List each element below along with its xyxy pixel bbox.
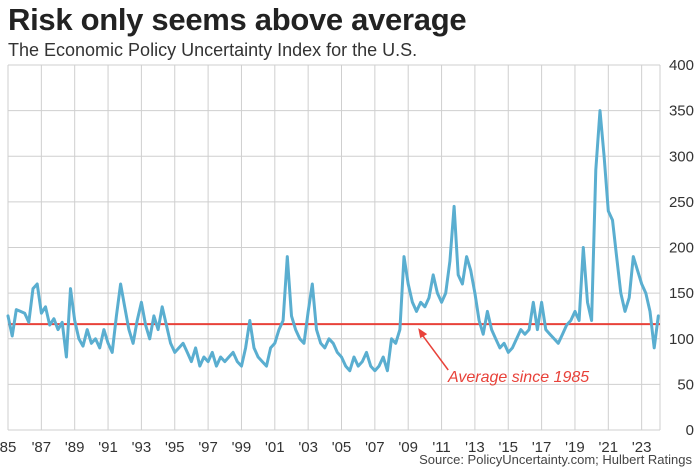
x-tick-label: '09 [398,439,418,456]
x-tick-label: '15 [498,439,518,456]
y-tick-label: 300 [669,148,694,165]
average-arrowhead [418,328,428,339]
y-tick-label: 250 [669,194,694,211]
y-tick-label: 150 [669,285,694,302]
x-tick-label: '91 [98,439,118,456]
x-tick-label: '95 [165,439,185,456]
y-tick-label: 200 [669,240,694,257]
x-tick-label: '19 [565,439,585,456]
x-tick-label: '07 [365,439,385,456]
y-tick-label: 100 [669,331,694,348]
x-tick-label: '23 [632,439,652,456]
x-tick-label: '13 [465,439,485,456]
axis-layer: 0 50 100 150 200 250 300 350 400 85 '87 '89 '91 '93 '9… [0,57,694,456]
source-note: Source: PolicyUncertainty.com; Hulbert R… [419,452,692,467]
x-tick-label: 85 [0,439,16,456]
y-tick-label: 350 [669,103,694,120]
x-tick-label: '05 [332,439,352,456]
x-tick-label: '97 [198,439,218,456]
average-annotation-arrow [419,331,449,371]
chart-subtitle: The Economic Policy Uncertainty Index fo… [8,40,418,60]
x-tick-label: '93 [132,439,152,456]
series-layer [6,109,660,373]
x-tick-label: '99 [232,439,252,456]
x-tick-label: '11 [432,439,450,456]
x-tick-label: '87 [32,439,52,456]
x-tick-label: '17 [532,439,552,456]
y-tick-label: 400 [669,57,694,74]
x-tick-label: '21 [599,439,619,456]
x-tick-label: '03 [298,439,318,456]
epu-index-line [6,109,660,373]
y-tick-label: 0 [686,422,694,439]
grid-layer [7,64,661,431]
x-tick-label: '89 [65,439,85,456]
y-tick-label: 50 [677,376,694,393]
chart-title: Risk only seems above average [8,2,467,37]
x-tick-label: '01 [265,439,285,456]
average-label: Average since 1985 [447,369,589,386]
